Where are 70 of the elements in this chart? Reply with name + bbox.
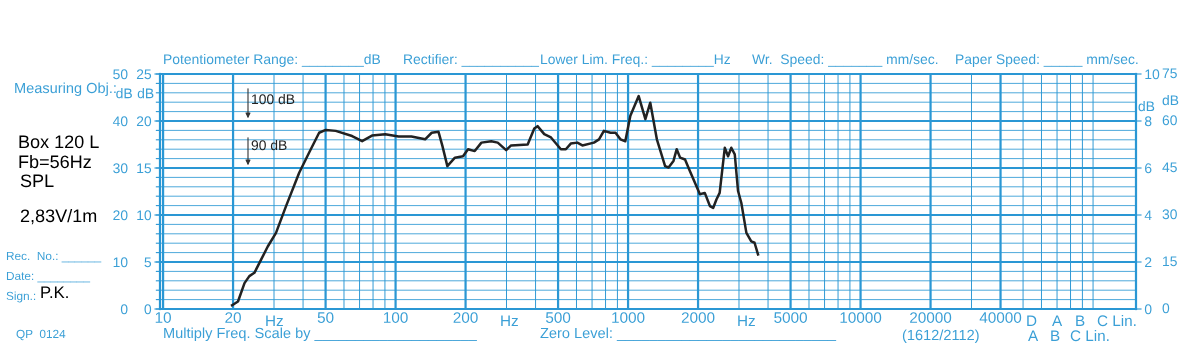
y-tick-label: 40: [112, 116, 128, 127]
x-tick-label: 200: [453, 312, 478, 323]
text: Zero Level: ___________________________: [540, 327, 837, 341]
x-tick-label: 100: [383, 312, 408, 323]
text: Sign.:: [6, 291, 36, 303]
y-tick-label: 30: [113, 163, 128, 174]
x-tick-label: 20000: [910, 312, 952, 323]
text: C Lin.: [1097, 314, 1136, 327]
text: 45: [1162, 162, 1177, 173]
text: C Lin.: [1070, 329, 1109, 342]
y3-tick-label: 8: [1144, 116, 1152, 127]
y2-tick-label: 25: [136, 69, 152, 80]
text: A: [1052, 315, 1063, 326]
y3-tick-label: 2: [1145, 257, 1152, 268]
y-tick-label: 20: [113, 210, 128, 221]
y-tick-label: 50: [113, 69, 128, 80]
y3-tick-label: 10: [1145, 69, 1160, 80]
y2-tick-label: 20: [136, 116, 152, 127]
annotation: 90 dB: [251, 139, 287, 151]
x-tick-label: 500: [545, 312, 571, 323]
x-tick-label: 20: [225, 312, 241, 323]
text: Date: ________: [6, 271, 91, 283]
text: Hz: [738, 315, 755, 326]
text: Hz: [501, 315, 518, 326]
text: QP 0124: [16, 329, 66, 341]
annotation: 100 dB: [252, 93, 295, 105]
text: Lower Lim. Freq.: ________Hz: [541, 53, 730, 67]
y3-axis-title: dB: [1138, 101, 1155, 112]
text: SPL: [20, 174, 54, 188]
text: Rectifier: __________: [404, 53, 540, 67]
text: Rec. No.: ______: [6, 251, 102, 263]
y2-tick-label: 15: [137, 163, 152, 174]
x-tick-label: 10: [155, 312, 171, 323]
y-tick-label: 0: [120, 304, 128, 315]
text: Potentiometer Range: ________dB: [164, 53, 381, 67]
text: Multiply Freq. Scale by ____________________: [164, 327, 477, 342]
text: 75: [1162, 68, 1177, 79]
y2-tick-label: 5: [144, 257, 152, 268]
text: A: [1028, 330, 1039, 341]
text: B: [1076, 315, 1085, 326]
y3-tick-label: 6: [1145, 163, 1152, 174]
text: Hz: [266, 315, 283, 326]
y2-axis-title: dB: [137, 88, 154, 99]
y3-tick-label: 4: [1144, 210, 1152, 221]
x-tick-label: 40000: [979, 312, 1022, 323]
text: dB: [1162, 94, 1179, 106]
x-tick-label: 50: [317, 312, 334, 323]
text: (1612/2112): [902, 329, 979, 344]
text: D: [1027, 315, 1037, 326]
x-tick-label: 5000: [774, 312, 807, 323]
y2-tick-label: 10: [137, 210, 152, 221]
text: 0: [1162, 303, 1170, 314]
text: Paper Speed: _____ mm/sec.: [956, 53, 1138, 67]
x-tick-label: 1000: [612, 312, 645, 323]
text: 15: [1163, 256, 1177, 267]
text: Fb=56Hz: [19, 154, 91, 169]
text: P.K.: [41, 286, 68, 298]
x-tick-label: 2000: [681, 312, 715, 323]
y3-tick-label: 0: [1144, 304, 1152, 315]
x-tick-label: 10000: [840, 312, 882, 323]
y-tick-label: 10: [113, 257, 128, 268]
text: 30: [1162, 209, 1177, 220]
y2-tick-label: 0: [144, 304, 152, 315]
text: Box 120 L: [19, 135, 99, 149]
text: Measuring Obj.:: [15, 82, 116, 97]
text: 2,83V/1m: [20, 208, 97, 225]
y-axis-title: dB: [116, 88, 132, 99]
text: B: [1051, 330, 1060, 341]
text: 60: [1162, 115, 1177, 126]
text: Wr. Speed: _______ mm/sec.: [752, 53, 938, 67]
